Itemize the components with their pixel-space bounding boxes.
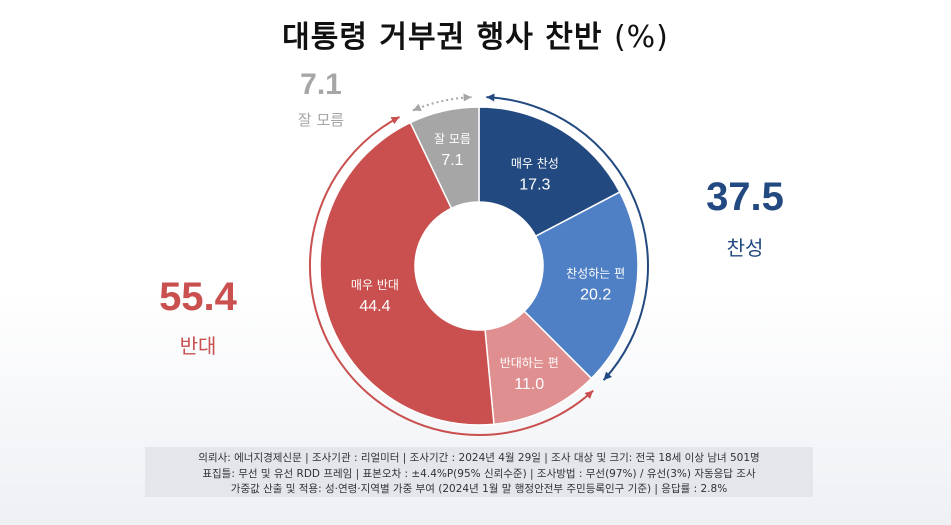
favor-bracket-arrow-start bbox=[486, 93, 495, 102]
donut-hole bbox=[415, 202, 543, 330]
oppose-bracket-arrow-end bbox=[390, 116, 400, 125]
oppose-bracket-arrow-start bbox=[584, 390, 594, 399]
slice-unknown-value: 7.1 bbox=[441, 152, 463, 169]
slice-favor-label: 찬성하는 편 bbox=[566, 266, 625, 281]
favor-bracket bbox=[486, 96, 649, 381]
slice-oppose-value: 11.0 bbox=[514, 376, 544, 393]
slice-strong-oppose-value: 44.4 bbox=[359, 298, 390, 315]
oppose-bracket bbox=[309, 115, 594, 436]
slice-unknown bbox=[409, 106, 480, 210]
unknown-bracket-arrow-start bbox=[412, 103, 422, 112]
title-unit: (%) bbox=[613, 20, 669, 55]
title-text: 대통령 거부권 행사 찬반 bbox=[282, 20, 603, 55]
oppose-total-label: 반대 bbox=[179, 334, 217, 358]
favor-total-label: 찬성 bbox=[726, 236, 764, 260]
slice-strong-favor-label: 매우 찬성 bbox=[511, 156, 559, 171]
unknown-bracket bbox=[412, 96, 472, 112]
slice-unknown-label: 잘 모름 bbox=[434, 132, 471, 146]
unknown-total-label: 잘 모름 bbox=[297, 111, 345, 129]
slice-favor-value: 20.2 bbox=[580, 287, 611, 304]
footer-line-1: 의뢰사: 에너지경제신문 | 조사기관 : 리얼미터 | 조사기간 : 2024… bbox=[198, 452, 760, 464]
slice-oppose-label: 반대하는 편 bbox=[500, 356, 559, 370]
favor-total-value: 37.5 bbox=[706, 175, 784, 219]
footer-line-3: 가중값 산출 및 적용: 성·연령·지역별 가중 부여 (2024년 1월 말 … bbox=[230, 483, 728, 495]
unknown-total-value: 7.1 bbox=[300, 68, 342, 101]
unknown-bracket-arrow-end bbox=[463, 93, 472, 102]
chart-title: 대통령 거부권 행사 찬반 (%) bbox=[0, 12, 951, 56]
favor-bracket-arrow-end bbox=[603, 371, 612, 381]
footer-line-2: 표집틀: 무선 및 유선 RDD 프레임 | 표본오차 : ±4.4%P(95%… bbox=[202, 467, 756, 480]
slice-strong-favor-value: 17.3 bbox=[519, 177, 550, 194]
oppose-total-value: 55.4 bbox=[159, 275, 237, 319]
survey-footer: 의뢰사: 에너지경제신문 | 조사기관 : 리얼미터 | 조사기간 : 2024… bbox=[145, 447, 813, 497]
slice-strong-oppose-label: 매우 반대 bbox=[351, 278, 399, 292]
